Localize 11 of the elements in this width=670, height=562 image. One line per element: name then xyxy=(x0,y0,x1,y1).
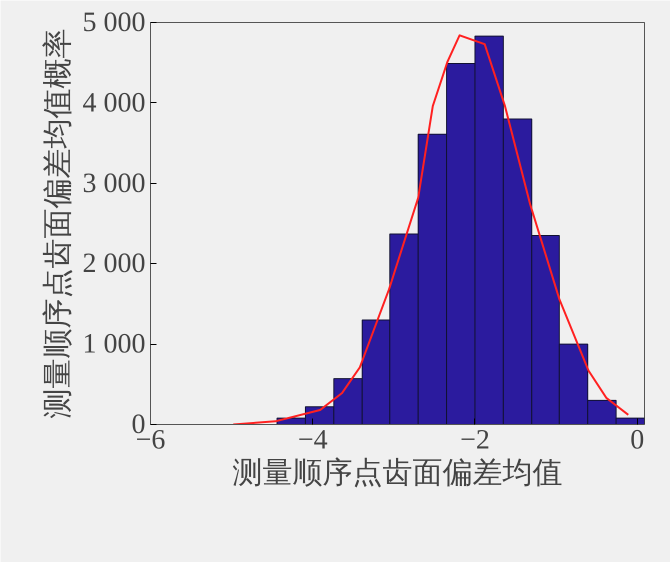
y-tick-label: 5 000 xyxy=(82,7,146,38)
x-tick-label: 0 xyxy=(630,424,644,456)
y-tick-label: 1 000 xyxy=(82,328,146,360)
x-tick-label: −2 xyxy=(460,424,490,456)
y-tick-label: 4 000 xyxy=(82,87,146,118)
x-axis-title: 测量顺序点齿面偏差均值 xyxy=(232,456,562,490)
y-axis-title: 测量顺序点齿面偏差均值概率 xyxy=(42,28,74,418)
y-tick-label: 2 000 xyxy=(82,248,146,280)
x-tick-label: −4 xyxy=(298,424,328,456)
line-series xyxy=(232,34,630,424)
y-tick-label: 3 000 xyxy=(82,168,146,199)
